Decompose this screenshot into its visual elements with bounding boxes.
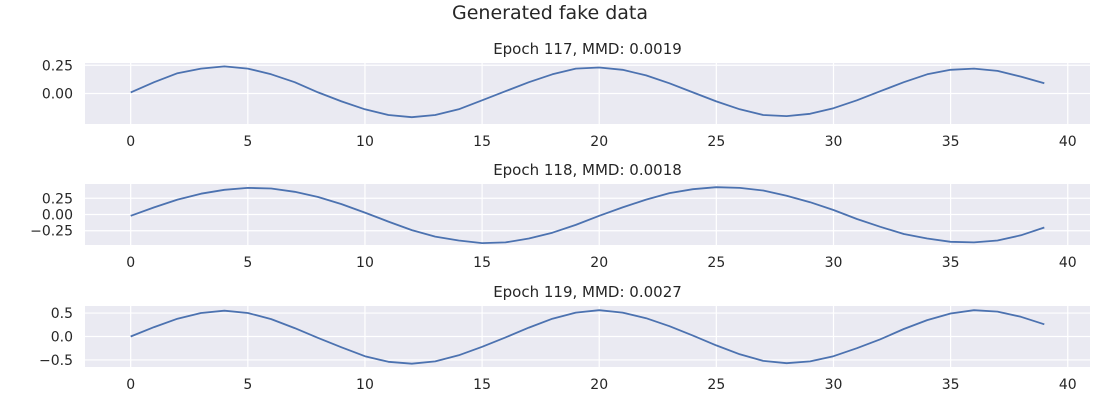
x-tick-label: 5 <box>243 255 252 271</box>
x-tick-label: 20 <box>590 255 608 271</box>
y-tick-label: −0.25 <box>30 224 73 240</box>
x-tick-label: 40 <box>1059 255 1077 271</box>
x-tick-label: 10 <box>356 255 374 271</box>
x-tick-label: 0 <box>126 134 135 150</box>
subplot-1: Epoch 117, MMD: 0.0019 0 5 10 15 20 25 30 35 40 0.… <box>42 40 1090 150</box>
x-tick-label: 10 <box>356 377 374 393</box>
x-tick-label: 35 <box>942 255 960 271</box>
x-tick-label: 5 <box>243 377 252 393</box>
x-tick-label: 20 <box>590 377 608 393</box>
x-tick-label: 25 <box>707 255 725 271</box>
x-tick-label: 0 <box>126 377 135 393</box>
x-tick-label: 20 <box>590 134 608 150</box>
y-tick-label: 0.00 <box>42 87 73 103</box>
y-tick-label: 0.0 <box>51 330 73 346</box>
x-tick-label: 30 <box>825 255 843 271</box>
y-tick-label: −0.5 <box>39 353 73 369</box>
subplot-title: Epoch 119, MMD: 0.0027 <box>493 283 682 301</box>
x-tick-label: 40 <box>1059 134 1077 150</box>
subplot-3: Epoch 119, MMD: 0.0027 0 5 10 15 20 25 30 35 40 −0… <box>39 283 1090 393</box>
series-line-1 <box>130 309 1045 365</box>
x-tick-label: 5 <box>243 134 252 150</box>
x-tick-label: 30 <box>825 134 843 150</box>
x-tick-label: 25 <box>707 377 725 393</box>
subplot-2: Epoch 118, MMD: 0.0018 0 5 10 15 20 25 30 35 40 −0… <box>30 161 1090 271</box>
subplot-title: Epoch 117, MMD: 0.0019 <box>493 40 682 58</box>
series-line-1 <box>130 186 1045 245</box>
y-tick-label: 0.5 <box>51 306 73 322</box>
figure-title: Generated fake data <box>451 2 649 24</box>
y-tick-label: 0.25 <box>42 191 73 207</box>
x-tick-label: 25 <box>707 134 725 150</box>
subplot-title: Epoch 118, MMD: 0.0018 <box>493 161 682 179</box>
x-tick-label: 40 <box>1059 377 1077 393</box>
x-tick-label: 15 <box>473 255 491 271</box>
x-tick-label: 0 <box>126 255 135 271</box>
x-tick-label: 30 <box>825 377 843 393</box>
y-tick-label: 0.00 <box>42 208 73 224</box>
x-tick-label: 15 <box>473 377 491 393</box>
y-tick-label: 0.25 <box>42 58 73 74</box>
x-tick-label: 35 <box>942 134 960 150</box>
series-line-1 <box>130 65 1045 119</box>
x-tick-label: 35 <box>942 377 960 393</box>
x-tick-label: 15 <box>473 134 491 150</box>
x-tick-label: 10 <box>356 134 374 150</box>
